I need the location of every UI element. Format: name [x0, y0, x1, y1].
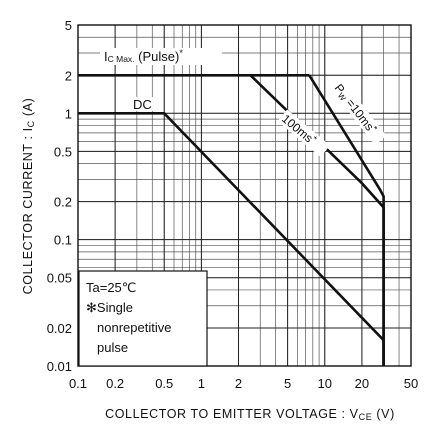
label-100ms-text: 100ms*: [279, 111, 319, 148]
icmax-star: *: [179, 48, 183, 58]
icmax-label-bg: [100, 48, 222, 65]
x-tick-label: 0.2: [106, 376, 124, 391]
x-axis-title-unit: (V): [372, 407, 395, 421]
x-axis-title-main: COLLECTOR TO EMITTER VOLTAGE : V: [105, 407, 359, 421]
label-10ms: PW =10ms*: [330, 79, 387, 146]
condition-pulse: pulse: [97, 340, 128, 355]
x-tick-labels: 0.1 0.2 0.5 1 2 5 10 20 50: [69, 376, 418, 391]
condition-single: ✻Single: [86, 300, 133, 315]
x-tick-label: 1: [198, 376, 205, 391]
y-tick-label: 0.05: [47, 271, 72, 286]
label-10ms-bg: [330, 79, 387, 146]
y-tick-label: 0.5: [54, 144, 72, 159]
y-tick-label: 1: [65, 106, 72, 121]
condition-temperature: Ta=25℃: [86, 280, 136, 295]
x-axis-title: COLLECTOR TO EMITTER VOLTAGE : VCE (V): [105, 407, 395, 422]
dc-label: DC: [133, 97, 152, 112]
icmax-sub: C Max.: [108, 54, 135, 64]
y-tick-label: 2: [65, 68, 72, 83]
label-10ms-sub: W: [336, 91, 348, 103]
y-axis-title-sub: C: [26, 120, 36, 127]
x-tick-label: 0.1: [69, 376, 87, 391]
y-axis-title: COLLECTOR CURRENT : IC (A): [21, 98, 36, 295]
conditions-box-frame: [78, 270, 208, 367]
axis-titles: COLLECTOR TO EMITTER VOLTAGE : VCE (V)CO…: [21, 98, 395, 422]
icmax-label: IC Max. (Pulse)*: [104, 48, 183, 64]
x-tick-label: 0.5: [155, 376, 173, 391]
conditions-box: Ta=25℃ ✻Single nonrepetitive pulse: [78, 270, 208, 367]
plot-frame: [77, 24, 412, 367]
x-tick-label: 5: [284, 376, 291, 391]
dc-label-bg: [131, 97, 155, 111]
icmax-main: I: [104, 49, 108, 64]
label-10ms-text: PW =10ms*: [331, 81, 380, 138]
x-tick-label: 10: [318, 376, 332, 391]
icmax-rest: (Pulse): [135, 49, 180, 64]
x-axis-title-sub: CE: [359, 412, 373, 422]
y-tick-label: 0.01: [47, 359, 72, 374]
y-axis-title-unit: (A): [21, 98, 35, 121]
y-axis-title-group: COLLECTOR CURRENT : IC (A): [21, 98, 36, 295]
x-tick-label: 50: [404, 376, 418, 391]
y-tick-label: 5: [65, 18, 72, 33]
label-100ms: 100ms*: [277, 109, 331, 158]
x-tick-label: 20: [355, 376, 369, 391]
x-tick-label: 2: [235, 376, 242, 391]
label-100ms-star: *: [310, 134, 319, 144]
condition-nonrepetitive: nonrepetitive: [97, 320, 171, 335]
label-10ms-star: *: [370, 124, 380, 133]
y-axis-title-main: COLLECTOR CURRENT : I: [21, 127, 35, 294]
y-tick-label: 0.2: [54, 195, 72, 210]
label-100ms-bg: [277, 109, 331, 158]
y-tick-labels: 0.01 0.02 0.05 0.1 0.2 0.5 1 2 5: [47, 18, 72, 374]
plot-border: [77, 24, 412, 367]
y-tick-label: 0.02: [47, 321, 72, 336]
y-tick-label: 0.1: [54, 233, 72, 248]
curve-pw-10ms: [308, 74, 385, 366]
